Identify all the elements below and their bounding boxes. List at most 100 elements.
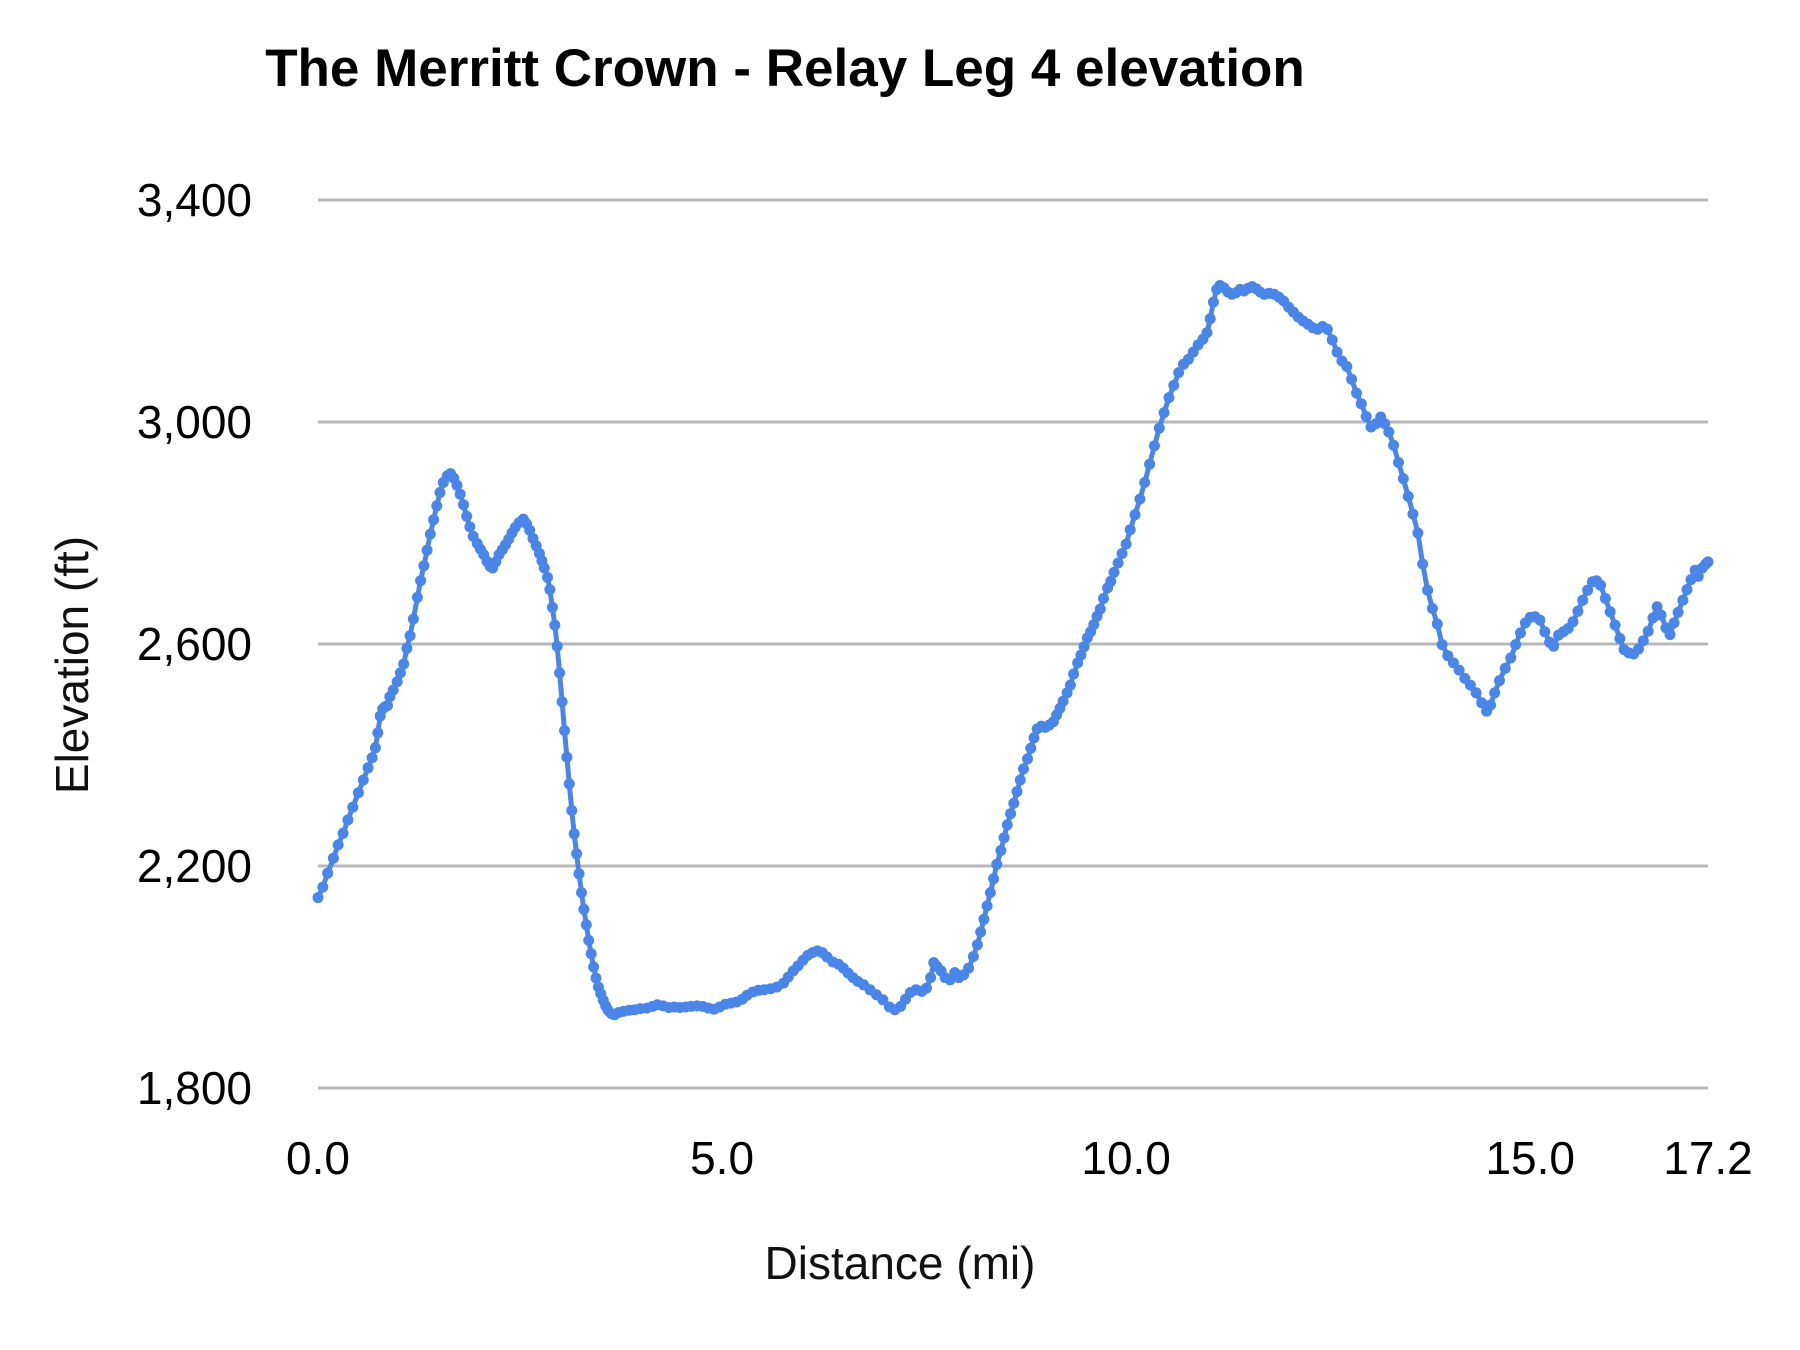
- data-point-marker: [1124, 524, 1136, 536]
- data-point-marker: [1144, 458, 1156, 470]
- data-point-marker: [347, 801, 359, 813]
- data-point-marker: [1383, 426, 1395, 438]
- data-point-marker: [317, 881, 329, 893]
- data-point-marker: [554, 667, 566, 679]
- data-point-marker: [421, 544, 433, 556]
- data-point-marker: [461, 510, 473, 522]
- data-point-marker: [401, 642, 413, 654]
- data-point-marker: [963, 962, 975, 974]
- data-point-marker: [1534, 614, 1546, 626]
- data-point-marker: [322, 867, 334, 879]
- data-point-marker: [464, 521, 476, 533]
- data-point-marker: [542, 571, 553, 583]
- data-point-marker: [1510, 639, 1522, 651]
- data-point-marker: [1402, 490, 1414, 502]
- data-point-marker: [1505, 652, 1517, 664]
- data-point-marker: [995, 845, 1007, 856]
- data-point-marker: [342, 814, 354, 826]
- data-point-marker: [428, 514, 440, 526]
- x-tick-label: 0.0: [286, 1132, 350, 1184]
- data-point-marker: [1075, 649, 1087, 661]
- data-point-marker: [387, 684, 399, 696]
- data-point-marker: [1489, 687, 1501, 699]
- data-point-marker: [424, 528, 436, 540]
- data-point-marker: [538, 562, 550, 574]
- data-point-marker: [415, 575, 427, 587]
- y-tick-label: 3,400: [137, 174, 252, 226]
- data-point-marker: [407, 613, 419, 625]
- data-point-marker: [1379, 418, 1391, 430]
- data-point-marker: [1028, 732, 1040, 744]
- x-tick-label: 17.2: [1663, 1132, 1753, 1184]
- data-point-marker: [524, 524, 536, 536]
- data-point-marker: [1346, 373, 1358, 385]
- data-point-marker: [1436, 639, 1448, 651]
- data-point-marker: [585, 948, 597, 960]
- data-point-marker: [877, 994, 889, 1006]
- data-point-marker: [1011, 786, 1023, 798]
- data-point-marker: [1453, 664, 1465, 676]
- data-point-marker: [1094, 603, 1106, 615]
- data-point-marker: [1153, 422, 1165, 434]
- data-point-marker: [451, 479, 463, 491]
- data-point-marker: [1668, 617, 1680, 629]
- data-point-marker: [1148, 440, 1160, 452]
- data-point-marker: [1022, 753, 1033, 765]
- data-point-marker: [1014, 774, 1026, 786]
- data-point-marker: [984, 887, 996, 899]
- data-point-marker: [1470, 687, 1482, 699]
- data-point-marker: [563, 778, 575, 790]
- data-point-marker: [1134, 493, 1146, 505]
- data-point-marker: [588, 961, 600, 973]
- data-point-marker: [372, 727, 384, 739]
- x-tick-label: 10.0: [1081, 1132, 1171, 1184]
- data-point-marker: [568, 828, 580, 840]
- elevation-series-line: [315, 283, 1711, 1018]
- data-point-marker: [1664, 629, 1676, 641]
- data-point-marker: [362, 762, 374, 774]
- data-point-marker: [404, 630, 416, 642]
- data-point-marker: [1057, 695, 1069, 707]
- data-point-marker: [1129, 509, 1141, 521]
- data-point-marker: [1412, 527, 1424, 539]
- data-point-marker: [1515, 627, 1526, 639]
- data-point-marker: [1326, 334, 1338, 346]
- data-point-marker: [925, 972, 937, 984]
- data-point-marker: [1681, 584, 1693, 596]
- data-point-marker: [1393, 457, 1404, 468]
- data-point-marker: [332, 839, 344, 851]
- data-point-marker: [1599, 593, 1611, 604]
- data-point-marker: [458, 499, 469, 511]
- data-point-marker: [978, 913, 990, 925]
- data-point-marker: [1001, 819, 1013, 831]
- data-point-marker: [1614, 633, 1626, 644]
- data-point-marker: [1321, 323, 1333, 335]
- data-point-marker: [1637, 635, 1649, 647]
- y-tick-label: 3,000: [137, 396, 252, 448]
- data-point-marker: [312, 892, 324, 904]
- data-point-marker: [1360, 411, 1372, 422]
- data-point-marker: [1341, 361, 1353, 372]
- chart-title: The Merritt Crown - Relay Leg 4 elevatio…: [265, 39, 1305, 98]
- data-point-marker: [1068, 668, 1080, 680]
- data-point-marker: [1426, 603, 1438, 614]
- data-point-marker: [1355, 398, 1367, 410]
- data-point-marker: [1397, 473, 1409, 485]
- data-point-marker: [1702, 556, 1714, 568]
- data-point-marker: [988, 873, 1000, 885]
- data-point-marker: [571, 848, 583, 860]
- data-point-marker: [578, 903, 590, 915]
- data-point-marker: [1567, 616, 1579, 628]
- data-point-marker: [1417, 558, 1429, 570]
- data-point-marker: [352, 787, 364, 799]
- data-point-marker: [327, 852, 339, 864]
- data-point-marker: [1108, 566, 1120, 578]
- data-point-marker: [590, 972, 602, 984]
- data-point-marker: [1018, 763, 1029, 775]
- data-point-marker: [337, 827, 349, 839]
- y-tick-label: 2,200: [137, 840, 252, 892]
- data-point-marker: [1431, 618, 1443, 630]
- data-point-marker: [1572, 605, 1584, 617]
- data-point-marker: [1609, 619, 1621, 631]
- data-point-marker: [1672, 606, 1684, 618]
